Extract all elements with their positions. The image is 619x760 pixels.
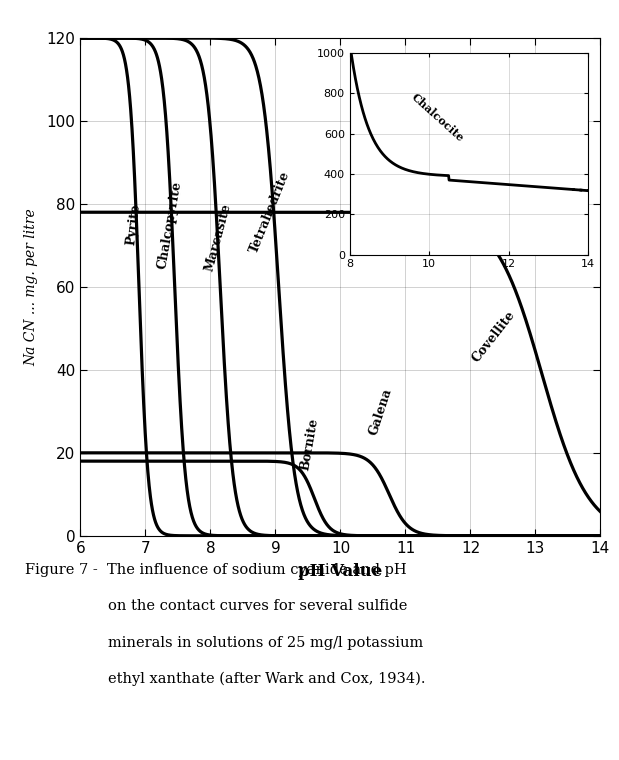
Text: Chalcopyrite: Chalcopyrite [156, 179, 184, 270]
Text: Marcasite: Marcasite [203, 201, 233, 273]
Y-axis label: Na CN ... mg. per litre: Na CN ... mg. per litre [24, 208, 38, 366]
Text: Galena: Galena [367, 386, 394, 436]
Text: Covellite: Covellite [469, 309, 517, 365]
Text: Tetrahedrite: Tetrahedrite [248, 169, 293, 255]
Text: minerals in solutions of 25 mg/l potassium: minerals in solutions of 25 mg/l potassi… [108, 636, 423, 650]
Text: ethyl xanthate (after Wark and Cox, 1934).: ethyl xanthate (after Wark and Cox, 1934… [108, 672, 426, 686]
Text: Bornite: Bornite [298, 417, 320, 472]
X-axis label: pH Value: pH Value [298, 562, 383, 580]
Text: on the contact curves for several sulfide: on the contact curves for several sulfid… [108, 600, 408, 613]
Text: Figure 7 -  The influence of sodium cyanide and pH: Figure 7 - The influence of sodium cyani… [25, 563, 407, 577]
Text: Pyrite: Pyrite [125, 203, 143, 246]
Text: Chalcocite: Chalcocite [409, 91, 465, 144]
